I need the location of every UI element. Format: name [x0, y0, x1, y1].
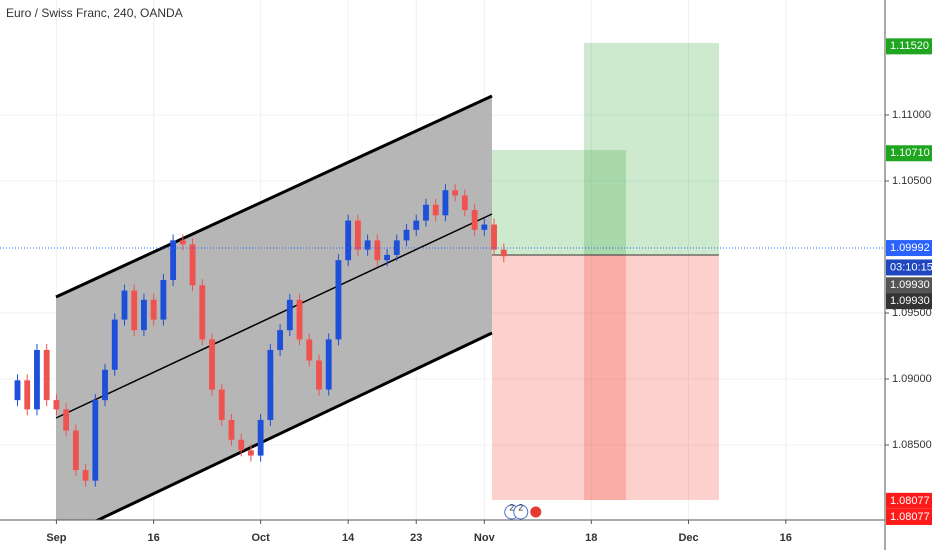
candle-body	[72, 430, 79, 471]
channel-lower	[94, 331, 493, 520]
candle-body	[335, 260, 342, 340]
candle-body	[63, 409, 70, 431]
price-label-box	[886, 259, 932, 276]
candle-body	[316, 360, 322, 390]
channel-upper	[55, 94, 493, 299]
price-label-box	[886, 240, 932, 257]
candle-body	[257, 419, 264, 456]
price-label: 1.09992	[890, 242, 930, 254]
candle-body	[452, 190, 459, 196]
event-badge	[513, 504, 529, 520]
candle-body	[179, 240, 186, 245]
candle-body	[354, 220, 361, 250]
candle-body	[228, 419, 235, 440]
candle-body	[403, 229, 410, 241]
channel-mid	[55, 213, 493, 419]
chart-title: Euro / Swiss Franc, 240, OANDA	[6, 6, 183, 20]
long-target-zone	[584, 43, 719, 255]
stop-zone	[584, 255, 719, 500]
axes: Sep 16 Oct 14 23 Nov 18 Dec 16 1.11000 1.10500 1.09…	[46, 38, 932, 544]
price-label: 1.08077	[890, 495, 930, 507]
x-tick-label: 16	[148, 532, 160, 544]
candle-body	[374, 240, 381, 261]
price-label: 03:10:15	[890, 261, 932, 273]
long-target-zone	[492, 150, 626, 255]
event-badge-count: 2	[518, 502, 523, 512]
candle-body	[432, 204, 439, 216]
candle-body	[491, 224, 497, 250]
price-label: 1.10710	[890, 147, 930, 159]
candle-body	[102, 369, 108, 401]
candles	[14, 184, 507, 487]
candle-body	[306, 339, 313, 361]
candle-body	[277, 330, 284, 350]
x-tick-label: Nov	[474, 532, 496, 544]
time-axis	[0, 520, 932, 550]
candle-body	[442, 190, 449, 216]
event-icon	[529, 505, 543, 519]
candle-body	[461, 195, 468, 211]
candle-body	[14, 380, 21, 401]
candle-body	[24, 380, 31, 410]
price-label: 1.11520	[890, 40, 929, 52]
y-tick-label: 1.08500	[892, 439, 932, 451]
price-label-box	[886, 492, 932, 509]
candle-body	[170, 240, 177, 280]
price-label: 1.08077	[890, 511, 930, 523]
candle-body	[189, 244, 196, 286]
candle-body	[296, 299, 303, 340]
candle-body	[150, 299, 157, 320]
x-tick-label: 18	[585, 532, 597, 544]
price-label-box	[886, 293, 932, 310]
channel-fill	[56, 96, 492, 520]
candle-body	[471, 210, 478, 230]
candle-body	[218, 389, 225, 420]
candle-body	[500, 249, 507, 257]
y-tick-label: 1.09000	[892, 373, 932, 385]
x-tick-label: Sep	[46, 532, 66, 544]
candle-body	[345, 220, 352, 261]
candle-body	[53, 400, 60, 410]
candle-body	[111, 319, 118, 370]
candle-body	[141, 299, 147, 331]
candle-body	[481, 224, 488, 230]
candle-body	[121, 290, 128, 320]
price-label-box	[886, 38, 932, 55]
candle-body	[34, 349, 40, 410]
y-tick-label: 1.10500	[892, 175, 932, 187]
x-tick-label: 23	[410, 532, 422, 544]
candle-body	[238, 439, 245, 451]
price-label-box	[886, 145, 932, 162]
candle-body	[325, 339, 332, 390]
price-label: 1.09930	[890, 279, 930, 291]
event-badge-count: 2	[509, 502, 514, 512]
x-tick-label: Oct	[251, 532, 270, 544]
candle-body	[160, 280, 167, 320]
price-label-box	[886, 508, 932, 525]
drawings	[55, 43, 719, 520]
candle-body	[82, 470, 89, 481]
candle-body	[413, 220, 420, 230]
candle-body	[92, 400, 99, 481]
candle-body	[131, 290, 138, 331]
candle-body	[267, 349, 274, 420]
candle-body	[384, 254, 390, 261]
y-tick-label: 1.11000	[892, 109, 931, 121]
x-tick-label: 16	[780, 532, 792, 544]
y-tick-label: 1.09500	[892, 307, 932, 319]
candle-body	[423, 204, 429, 221]
candle-body	[247, 450, 254, 456]
x-tick-label: 14	[342, 532, 355, 544]
stop-zone	[492, 255, 626, 500]
candle-body	[199, 285, 206, 340]
price-label-box	[886, 277, 932, 294]
price-label: 1.09930	[890, 295, 930, 307]
x-tick-label: Dec	[678, 532, 698, 544]
candle-body	[364, 240, 371, 250]
candle-body	[209, 339, 215, 390]
candle-body	[286, 299, 293, 331]
candle-body	[43, 349, 50, 401]
